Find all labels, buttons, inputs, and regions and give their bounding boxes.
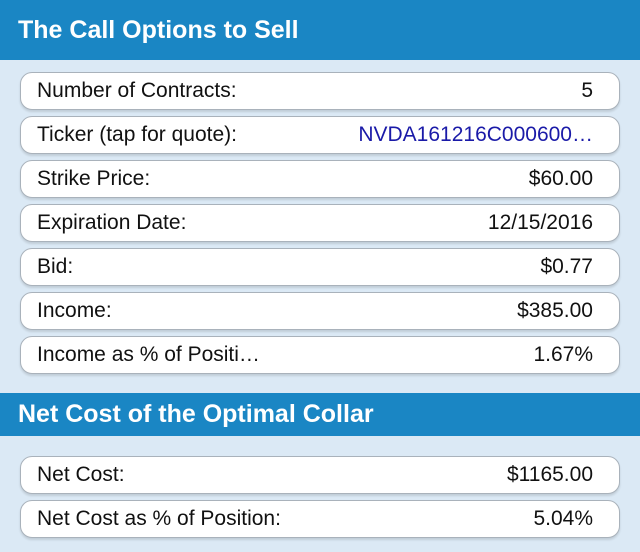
bid-label: Bid: <box>37 255 74 278</box>
income-value: $385.00 <box>517 299 593 322</box>
row-ticker[interactable]: Ticker (tap for quote): NVDA161216C00060… <box>20 116 620 154</box>
number-of-contracts-value: 5 <box>581 79 593 102</box>
row-income: Income: $385.00 <box>20 292 620 330</box>
ticker-label: Ticker (tap for quote): <box>37 123 237 146</box>
bid-value: $0.77 <box>540 255 593 278</box>
row-expiration-date: Expiration Date: 12/15/2016 <box>20 204 620 242</box>
strike-price-label: Strike Price: <box>37 167 151 190</box>
row-number-of-contracts: Number of Contracts: 5 <box>20 72 620 110</box>
row-income-percent: Income as % of Positi… 1.67% <box>20 336 620 374</box>
ticker-link[interactable]: NVDA161216C000600… <box>358 123 593 146</box>
net-cost-percent-value: 5.04% <box>533 507 593 530</box>
row-strike-price: Strike Price: $60.00 <box>20 160 620 198</box>
number-of-contracts-label: Number of Contracts: <box>37 79 237 102</box>
row-bid: Bid: $0.77 <box>20 248 620 286</box>
net-cost-percent-label: Net Cost as % of Position: <box>37 507 281 530</box>
row-net-cost-percent: Net Cost as % of Position: 5.04% <box>20 500 620 538</box>
income-percent-value: 1.67% <box>533 343 593 366</box>
net-cost-title: Net Cost of the Optimal Collar <box>18 400 374 428</box>
income-percent-label: Income as % of Positi… <box>37 343 260 366</box>
net-cost-header: Net Cost of the Optimal Collar <box>0 393 640 436</box>
income-label: Income: <box>37 299 112 322</box>
expiration-date-value: 12/15/2016 <box>487 211 593 234</box>
net-cost-label: Net Cost: <box>37 463 125 486</box>
expiration-date-label: Expiration Date: <box>37 211 187 234</box>
strike-price-value: $60.00 <box>528 167 593 190</box>
net-cost-value: $1165.00 <box>506 463 593 486</box>
call-options-title: The Call Options to Sell <box>18 15 299 44</box>
call-options-header: The Call Options to Sell <box>0 0 640 60</box>
row-net-cost: Net Cost: $1165.00 <box>20 456 620 494</box>
